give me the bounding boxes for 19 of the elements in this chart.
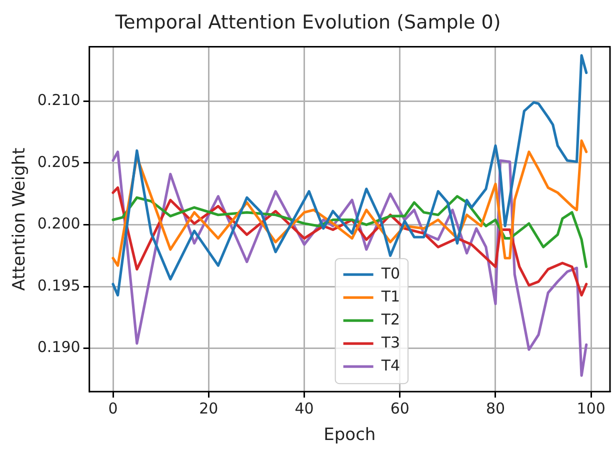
x-tick-label: 80: [486, 399, 506, 418]
legend-label: T2: [380, 310, 400, 328]
x-axis-title: Epoch: [324, 425, 376, 446]
chart-title: Temporal Attention Evolution (Sample 0): [114, 11, 501, 34]
legend-label: T3: [380, 333, 400, 352]
y-tick-label: 0.195: [37, 276, 80, 294]
y-tick-label: 0.210: [37, 91, 80, 110]
legend-label: T4: [380, 356, 400, 374]
legend-label: T0: [380, 264, 400, 282]
y-tick-label: 0.200: [37, 214, 80, 233]
x-tick-label: 100: [576, 399, 606, 418]
y-axis-title: Attention Weight: [10, 147, 30, 291]
y-tick-label: 0.190: [37, 338, 80, 356]
y-tick-label: 0.205: [37, 152, 80, 171]
legend-label: T1: [380, 287, 400, 306]
x-tick-label: 60: [390, 399, 410, 418]
x-tick-label: 20: [199, 399, 218, 418]
x-tick-label: 40: [294, 399, 314, 418]
x-tick-label: 0: [108, 399, 118, 418]
